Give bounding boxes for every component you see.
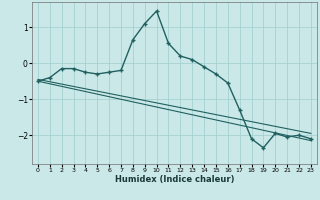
X-axis label: Humidex (Indice chaleur): Humidex (Indice chaleur): [115, 175, 234, 184]
